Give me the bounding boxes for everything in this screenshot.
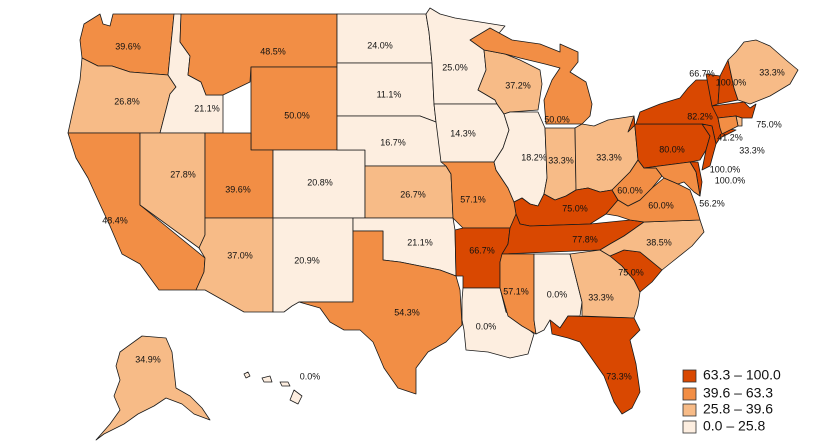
- state-value-label-ar: 66.7%: [469, 245, 495, 255]
- state-value-label-nj: 100.0%: [710, 164, 741, 174]
- labels-layer: 39.6% 26.8% 48.4% 21.1% 27.8% 48.5% 50.0% 39.6%…: [102, 40, 785, 381]
- state-value-label-nh: 100.0%: [716, 77, 747, 87]
- legend-label-3: 25.8 – 39.6: [703, 401, 773, 417]
- state-value-label-nv: 27.8%: [170, 169, 196, 179]
- state-value-label-oh: 33.3%: [596, 152, 622, 162]
- state-value-label-tn: 77.8%: [572, 234, 598, 244]
- state-az: [195, 217, 274, 313]
- state-value-label-ct: 41.2%: [717, 132, 743, 142]
- state-la: [461, 287, 535, 359]
- state-value-label-va: 60.0%: [648, 200, 674, 210]
- state-fl: [549, 315, 641, 415]
- state-value-label-mo: 57.1%: [460, 194, 486, 204]
- state-value-label-ny: 82.2%: [687, 111, 713, 121]
- state-hi: [243, 371, 303, 405]
- state-value-label-ky: 75.0%: [562, 203, 588, 213]
- legend-swatch-2: [682, 387, 697, 401]
- state-value-label-al: 0.0%: [547, 289, 568, 299]
- state-nc: [599, 219, 705, 271]
- state-ma: [711, 101, 757, 119]
- state-value-label-wa: 39.6%: [115, 41, 141, 51]
- state-value-label-ia: 14.3%: [450, 128, 476, 138]
- state-value-label-sd: 11.1%: [377, 89, 402, 99]
- state-value-label-vt: 66.7%: [689, 68, 715, 78]
- state-value-label-ga: 33.3%: [588, 292, 614, 302]
- state-ca: [67, 132, 206, 291]
- state-value-label-ok: 21.1%: [407, 237, 433, 247]
- state-value-label-ne: 16.7%: [380, 137, 406, 147]
- state-nd: [336, 13, 433, 64]
- state-value-label-il: 18.2%: [521, 152, 547, 162]
- state-value-label-ut: 39.6%: [225, 184, 251, 194]
- state-value-label-sc: 75.0%: [618, 267, 644, 277]
- state-value-label-md: 56.2%: [699, 198, 725, 208]
- state-value-label-nm: 20.9%: [294, 255, 320, 265]
- state-value-label-hi: 0.0%: [300, 371, 321, 381]
- state-value-label-mi: 50.0%: [544, 114, 570, 124]
- state-value-label-me: 33.3%: [759, 67, 785, 77]
- state-tx: [298, 230, 463, 395]
- state-value-label-in: 33.3%: [548, 155, 574, 165]
- state-md: [643, 161, 701, 197]
- state-value-label-tx: 54.3%: [394, 307, 420, 317]
- state-value-label-id: 21.1%: [194, 103, 220, 113]
- state-value-label-az: 37.0%: [227, 250, 253, 260]
- state-value-label-la: 0.0%: [476, 321, 497, 331]
- legend-label-1: 63.3 – 100.0: [703, 367, 781, 383]
- legend-swatch-1: [682, 369, 697, 383]
- state-value-label-nd: 24.0%: [367, 40, 393, 50]
- legend-label-4: 0.0 – 25.8: [703, 418, 765, 434]
- state-value-label-co: 20.8%: [307, 177, 333, 187]
- state-value-label-wi: 37.2%: [505, 80, 531, 90]
- state-value-label-or: 26.8%: [114, 96, 140, 106]
- state-value-label-wv: 60.0%: [617, 185, 643, 195]
- state-value-label-ks: 26.7%: [400, 189, 426, 199]
- legend: 63.3 – 100.0 39.6 – 63.325.8 – 39.60.0 – …: [682, 367, 781, 434]
- legend-swatch-4: [682, 420, 697, 434]
- state-value-label-mt: 48.5%: [260, 46, 286, 56]
- legend-swatch-3: [682, 403, 697, 417]
- states-layer: [67, 7, 799, 441]
- legend-label-2: 39.6 – 63.3: [703, 385, 773, 401]
- state-value-label-fl: 73.3%: [606, 371, 632, 381]
- state-me: [727, 39, 799, 105]
- state-mi: [469, 27, 593, 125]
- state-value-label-ak: 34.9%: [135, 354, 161, 364]
- state-wy: [250, 66, 338, 151]
- state-ak: [95, 335, 211, 441]
- state-ct: [717, 115, 739, 135]
- state-value-label-ca: 48.4%: [102, 215, 128, 225]
- state-value-label-de: 100.0%: [715, 175, 746, 185]
- state-value-label-nc: 38.5%: [646, 237, 672, 247]
- state-value-label-ma: 75.0%: [756, 119, 782, 129]
- state-value-label-pa: 80.0%: [659, 144, 685, 154]
- state-nj: [701, 123, 717, 171]
- state-value-label-ri: 33.3%: [739, 145, 765, 155]
- state-value-label-wy: 50.0%: [284, 110, 310, 120]
- state-value-label-mn: 25.0%: [442, 62, 468, 72]
- state-value-label-ms: 57.1%: [503, 286, 529, 296]
